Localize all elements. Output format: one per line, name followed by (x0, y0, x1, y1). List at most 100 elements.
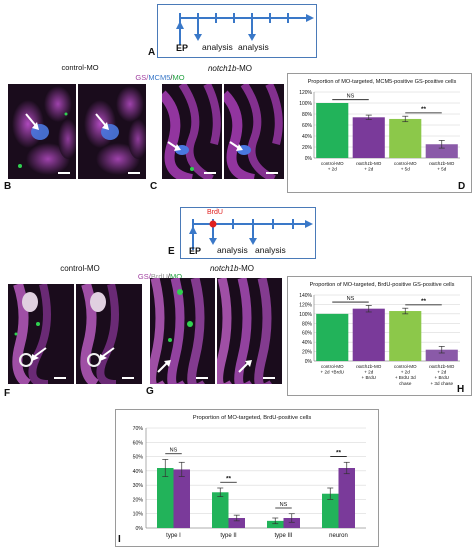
micrograph-g-left (150, 278, 215, 384)
micrograph-b-right (78, 84, 146, 179)
x-tick-label: + BrdU 3d (395, 375, 416, 380)
ep-label-a: EP (176, 43, 189, 53)
significance-label: ** (421, 298, 427, 305)
x-tick-label: notch1b-MO (429, 161, 455, 166)
x-tick-label: control-MO (394, 161, 417, 166)
bar (283, 518, 300, 528)
y-tick-label: 120% (299, 90, 312, 96)
significance-label: ** (226, 475, 232, 482)
micrograph-f-left (8, 284, 74, 384)
x-tick-label: chase (399, 381, 412, 386)
panel-letter-c: C (150, 181, 158, 192)
timeline-a-ticks (179, 13, 289, 23)
micrograph-b-left (8, 84, 76, 179)
timeline-panel-a: EP analysis analysis (157, 4, 317, 58)
chart-title: Proportion of MO-targeted, BrdU-positive… (193, 415, 312, 421)
x-tick-label: control-MO (394, 364, 417, 369)
x-tick-label: + 2d (437, 370, 447, 375)
y-tick-label: 140% (299, 293, 312, 299)
x-tick-label: + 2d +BrdU (321, 370, 345, 375)
chart-h: Proportion of MO-targeted, BrdU-positive… (287, 276, 472, 396)
significance-label: NS (347, 94, 355, 100)
x-tick-label: + 2d (328, 167, 338, 172)
y-tick-label: 20% (133, 497, 144, 503)
y-tick-label: 30% (133, 483, 144, 489)
x-tick-label: + 5d (401, 167, 411, 172)
timeline-e-svg (189, 219, 313, 250)
micrograph-f-right (76, 284, 142, 384)
bar (338, 468, 355, 528)
y-tick-label: 120% (299, 302, 312, 308)
panel-letter-h: H (457, 384, 465, 395)
y-tick-label: 0% (136, 526, 144, 532)
y-tick-label: 60% (302, 123, 313, 129)
y-tick-label: 70% (133, 426, 144, 432)
x-tick-label: + 2d (364, 370, 374, 375)
bar (425, 349, 458, 361)
bar (352, 117, 385, 158)
timeline-panel-e: BrdU EP analysis analysis (180, 207, 316, 259)
bar (316, 313, 349, 361)
x-tick-label: + 3d chase (430, 381, 453, 386)
control-mo-label-row1: control-MO (61, 63, 99, 72)
x-tick-label: control-MO (321, 364, 344, 369)
brdu-label: BrdU (207, 209, 223, 216)
bar (267, 520, 284, 528)
panel-letter-a: A (148, 47, 156, 58)
chart-i: Proportion of MO-targeted, BrdU-positive… (115, 409, 379, 547)
x-tick-label: + 5d (437, 167, 447, 172)
x-tick-label: type III (274, 533, 292, 539)
y-tick-label: 0% (305, 359, 313, 365)
analysis-label-e1: analysis (217, 245, 248, 255)
bar (212, 492, 229, 528)
y-tick-label: 80% (302, 321, 313, 327)
control-mo-label-row2: control-MO (60, 264, 100, 273)
significance-label: ** (336, 450, 342, 457)
y-tick-label: 50% (133, 455, 144, 461)
chart-d: Proportion of MO-targeted, MCM5-positive… (287, 73, 472, 193)
panel-letter-d: D (458, 181, 466, 192)
chart-h-svg: Proportion of MO-targeted, BrdU-positive… (299, 282, 460, 386)
notch1b-mo-label-row2: notch1b-MO (209, 264, 255, 273)
y-tick-label: 40% (302, 134, 313, 140)
bar (228, 518, 245, 528)
bar (425, 144, 458, 158)
y-tick-label: 60% (302, 331, 313, 337)
analysis-label-a1: analysis (202, 42, 233, 52)
y-tick-label: 10% (133, 512, 144, 518)
x-tick-label: notch1b-MO (429, 364, 455, 369)
analysis-label-a2: analysis (238, 42, 269, 52)
timeline-a-arrow (306, 14, 314, 22)
bar (157, 468, 174, 528)
bar (389, 118, 422, 158)
micrograph-c-right (224, 84, 284, 179)
x-tick-label: + BrdU (435, 375, 449, 380)
ep-label-e: EP (189, 246, 202, 256)
panel-letter-b: B (4, 181, 12, 192)
y-tick-label: 100% (299, 101, 312, 107)
y-tick-label: 100% (299, 312, 312, 318)
y-tick-label: 40% (302, 340, 313, 346)
x-tick-label: type I (166, 533, 181, 539)
brdu-marker (209, 220, 217, 228)
x-tick-label: control-MO (321, 161, 344, 166)
significance-label: NS (347, 296, 355, 302)
stain-label-row1: GS/MCM5/MO (135, 73, 185, 82)
micrograph-c-left (162, 84, 222, 179)
timeline-a-svg (176, 13, 314, 45)
x-tick-label: + 2d (401, 370, 411, 375)
panel-letter-i: I (118, 534, 121, 545)
significance-label: NS (170, 448, 178, 454)
significance-label: NS (280, 502, 288, 508)
x-tick-label: + 2d (364, 167, 374, 172)
chart-d-svg: Proportion of MO-targeted, MCM5-positive… (299, 79, 460, 172)
significance-label: ** (421, 106, 427, 113)
chart-title: Proportion of MO-targeted, MCM5-positive… (308, 79, 457, 85)
y-tick-label: 80% (302, 112, 313, 118)
notch1b-mo-label-row1: notch1b-MO (207, 64, 253, 73)
y-tick-label: 20% (302, 350, 313, 356)
bar (173, 469, 190, 528)
bar (389, 311, 422, 361)
x-tick-label: neuron (329, 533, 348, 539)
y-tick-label: 60% (133, 440, 144, 446)
